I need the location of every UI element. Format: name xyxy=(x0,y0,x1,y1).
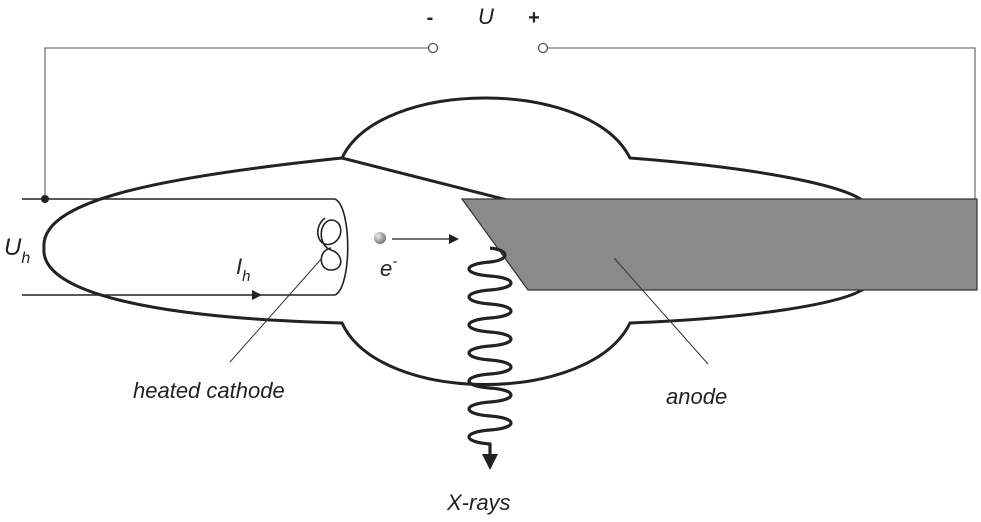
xray-wave xyxy=(467,246,513,458)
electron-arrowhead xyxy=(449,234,459,244)
voltage-minus-sign: - xyxy=(427,7,434,29)
anode-target xyxy=(460,198,978,291)
cathode-lead-end xyxy=(334,198,349,296)
heater-current-subscript: h xyxy=(242,268,250,285)
heater-current-symbol: I xyxy=(236,254,242,279)
electron-symbol: e xyxy=(380,256,392,281)
heater-current-label: Ih xyxy=(236,254,250,285)
cathode-leader-line xyxy=(229,257,323,363)
circuit-wire-negative xyxy=(44,47,428,199)
circuit-wire-positive xyxy=(548,47,976,199)
electron-superscript: - xyxy=(392,253,397,270)
anode-leader-line xyxy=(613,257,709,365)
terminal-positive xyxy=(537,42,549,54)
electron-particle xyxy=(374,232,386,244)
electron-label: e- xyxy=(380,253,397,281)
voltage-plus-sign: + xyxy=(528,7,540,29)
xray-arrowhead xyxy=(482,454,498,470)
anode-label: anode xyxy=(666,384,727,409)
voltage-symbol: U xyxy=(478,4,494,29)
heater-voltage-label: Uh xyxy=(4,234,30,267)
heater-current-arrow xyxy=(252,290,262,300)
cathode-label: heated cathode xyxy=(133,378,285,403)
xrays-label: X-rays xyxy=(446,490,511,515)
terminal-negative xyxy=(427,42,439,54)
tube-envelope xyxy=(42,96,866,386)
heater-voltage-subscript: h xyxy=(21,250,30,267)
filament-coil xyxy=(316,217,342,271)
heater-voltage-symbol: U xyxy=(4,234,22,261)
